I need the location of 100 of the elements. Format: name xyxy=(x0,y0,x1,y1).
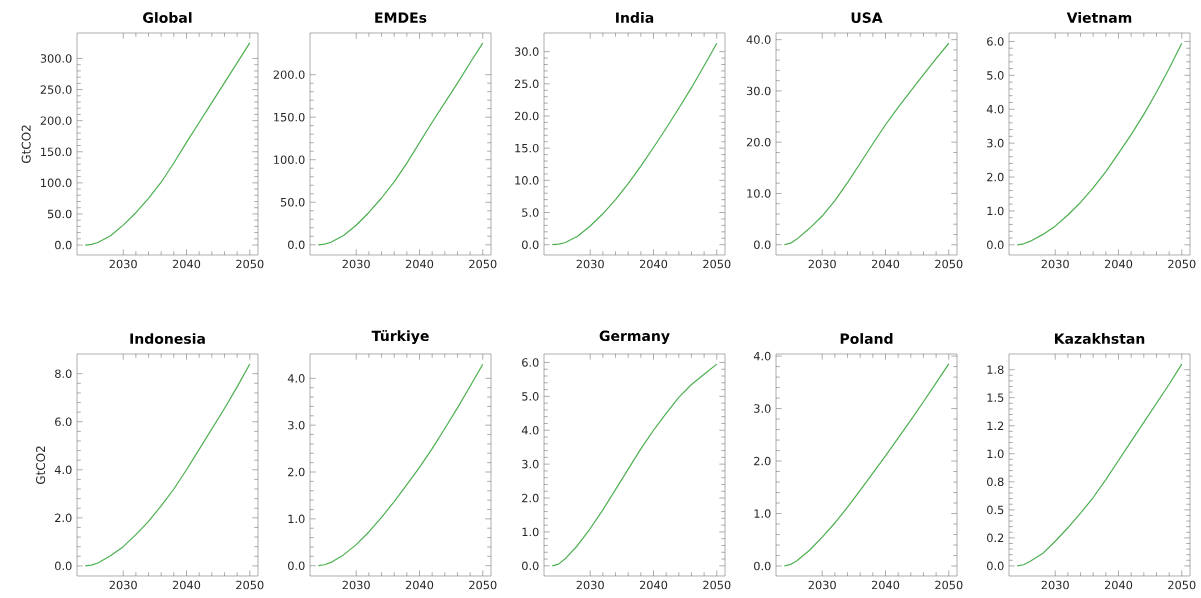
x-tick-label: 2050 xyxy=(1168,580,1196,590)
chart-title: Türkiye xyxy=(371,330,429,344)
y-tick-label: 300.0 xyxy=(40,54,72,63)
y-axis-title: GtCO2 xyxy=(21,125,31,164)
y-tick-label: 25.0 xyxy=(514,79,539,89)
chart-title: Global xyxy=(143,12,192,23)
y-tick-label: 6.0 xyxy=(55,417,72,427)
y-tick-label: 4.0 xyxy=(287,374,305,383)
y-tick-label: 2.0 xyxy=(288,467,305,477)
x-tick-label: 2050 xyxy=(469,580,497,590)
y-tick-label: 0.2 xyxy=(987,533,1004,543)
x-tick-label: 2040 xyxy=(639,259,668,269)
chart-title: Indonesia xyxy=(130,333,205,344)
y-tick-label: 2.0 xyxy=(522,493,539,503)
x-tick-label: 2040 xyxy=(639,580,668,590)
y-tick-label: 1.2 xyxy=(987,421,1004,430)
x-tick-label: 2040 xyxy=(871,259,900,269)
x-tick-label: 2030 xyxy=(342,580,370,590)
y-tick-label: 50.0 xyxy=(280,197,305,207)
y-tick-label: 1.5 xyxy=(987,393,1004,402)
line-series xyxy=(551,42,718,246)
x-tick-label: 2050 xyxy=(935,259,963,269)
chart-title: Germany xyxy=(599,330,670,344)
x-tick-label: 2050 xyxy=(1168,259,1196,269)
y-tick-label: 150.0 xyxy=(274,112,305,122)
x-tick-label: 2050 xyxy=(236,580,264,590)
y-tick-label: 0.0 xyxy=(522,240,539,249)
line-series xyxy=(783,42,950,246)
x-tick-label: 2030 xyxy=(342,259,370,269)
y-tick-label: 2.0 xyxy=(987,172,1004,182)
y-tick-label: 0.0 xyxy=(55,561,72,571)
y-tick-label: 20.0 xyxy=(514,111,539,121)
x-tick-label: 2050 xyxy=(469,259,497,269)
y-tick-label: 8.0 xyxy=(55,369,72,378)
y-tick-label: 2.0 xyxy=(55,513,72,523)
y-tick-label: 0.0 xyxy=(288,561,305,570)
y-tick-label: 3.0 xyxy=(754,404,771,413)
y-tick-label: 5.0 xyxy=(987,71,1004,80)
x-tick-label: 2040 xyxy=(871,580,900,590)
x-tick-label: 2050 xyxy=(236,259,264,269)
x-tick-label: 2030 xyxy=(576,259,604,269)
y-tick-label: 10.0 xyxy=(515,176,539,185)
x-tick-label: 2040 xyxy=(1104,580,1133,590)
x-tick-label: 2040 xyxy=(405,580,434,590)
y-tick-label: 0.0 xyxy=(288,240,305,250)
chart-title: EMDEs xyxy=(375,12,427,23)
chart-title: India xyxy=(616,12,654,23)
y-tick-label: 1.8 xyxy=(987,365,1004,374)
y-tick-label: 0.0 xyxy=(754,240,771,250)
y-tick-label: 1.0 xyxy=(987,206,1004,216)
x-tick-label: 2050 xyxy=(703,580,731,590)
y-tick-label: 0.0 xyxy=(987,240,1004,250)
y-tick-label: 30.0 xyxy=(746,86,771,96)
y-tick-label: 100.0 xyxy=(274,155,305,165)
line-series xyxy=(1016,42,1183,246)
y-tick-label: 1.0 xyxy=(987,449,1004,459)
y-tick-label: 0.0 xyxy=(55,240,72,250)
chart-title: Vietnam xyxy=(1066,12,1132,23)
y-tick-label: 3.0 xyxy=(288,420,305,430)
x-tick-label: 2030 xyxy=(808,580,836,590)
y-tick-label: 0.8 xyxy=(987,477,1004,487)
y-tick-label: 250.0 xyxy=(40,85,72,94)
x-tick-label: 2030 xyxy=(109,259,137,269)
x-tick-label: 2040 xyxy=(172,259,201,269)
y-tick-label: 5.0 xyxy=(522,392,539,401)
y-tick-label: 150.0 xyxy=(41,147,72,157)
x-tick-label: 2040 xyxy=(1104,259,1133,269)
y-tick-label: 0.0 xyxy=(522,561,539,571)
y-tick-label: 40.0 xyxy=(746,35,771,44)
x-tick-label: 2040 xyxy=(172,580,201,590)
y-tick-label: 3.0 xyxy=(522,459,539,469)
y-tick-label: 30.0 xyxy=(514,47,539,56)
y-tick-label: 4.0 xyxy=(986,104,1004,114)
y-tick-label: 200.0 xyxy=(273,70,305,79)
y-tick-label: 6.0 xyxy=(522,358,539,367)
y-tick-label: 0.0 xyxy=(987,561,1004,571)
x-tick-label: 2030 xyxy=(1041,580,1069,590)
y-tick-label: 4.0 xyxy=(521,425,539,435)
chart-title: USA xyxy=(851,12,883,23)
y-tick-label: 4.0 xyxy=(753,351,771,361)
x-tick-label: 2030 xyxy=(808,259,836,269)
line-series xyxy=(317,363,484,567)
y-tick-label: 200.0 xyxy=(40,116,72,125)
x-tick-label: 2030 xyxy=(576,580,604,590)
y-tick-label: 1.0 xyxy=(522,527,539,537)
chart-title: Poland xyxy=(840,333,893,344)
y-tick-label: 10.0 xyxy=(747,189,771,198)
x-tick-label: 2040 xyxy=(405,259,434,269)
y-axis-title: GtCO2 xyxy=(36,446,46,485)
x-tick-label: 2050 xyxy=(935,580,963,590)
y-tick-label: 1.0 xyxy=(754,509,771,518)
y-tick-label: 50.0 xyxy=(47,209,72,219)
y-tick-label: 1.0 xyxy=(288,514,305,524)
y-tick-label: 3.0 xyxy=(987,138,1004,148)
y-tick-label: 0.0 xyxy=(754,561,771,571)
y-tick-label: 15.0 xyxy=(515,143,539,153)
y-tick-label: 2.0 xyxy=(754,456,771,466)
x-tick-label: 2030 xyxy=(1041,259,1069,269)
x-tick-label: 2030 xyxy=(109,580,137,590)
y-tick-label: 4.0 xyxy=(54,465,72,475)
